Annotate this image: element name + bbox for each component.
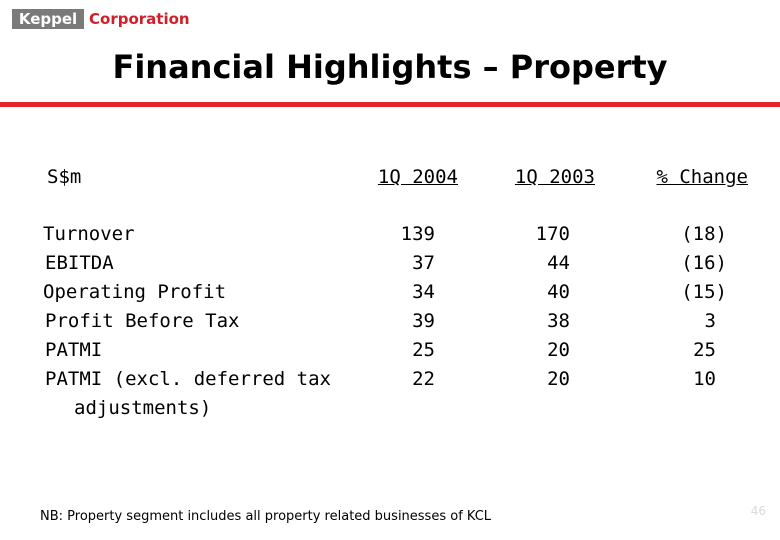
cell-1q2004: 37 bbox=[412, 252, 435, 274]
cell-1q2004: 22 bbox=[412, 368, 435, 390]
table-row: PATMI 25 20 25 bbox=[0, 336, 780, 365]
slide-title: Financial Highlights – Property bbox=[112, 48, 668, 86]
footnote: NB: Property segment includes all proper… bbox=[40, 509, 492, 524]
row-label: Profit Before Tax bbox=[45, 310, 240, 332]
cell-1q2003: 170 bbox=[535, 223, 570, 245]
row-label: EBITDA bbox=[45, 252, 114, 274]
cell-change: 25 bbox=[693, 339, 716, 361]
column-header-change: % Change bbox=[656, 166, 748, 188]
cell-change: 3 bbox=[704, 310, 716, 332]
cell-1q2003: 38 bbox=[547, 310, 570, 332]
table-row: Turnover 139 170 (18) bbox=[0, 220, 780, 249]
cell-1q2004: 34 bbox=[412, 281, 435, 303]
cell-1q2004: 25 bbox=[412, 339, 435, 361]
column-header-1q2003: 1Q 2003 bbox=[514, 166, 595, 188]
unit-label: S$m bbox=[47, 166, 82, 188]
logo-company: Corporation bbox=[89, 10, 190, 28]
cell-change: (16) bbox=[681, 252, 727, 274]
table-row: Operating Profit 34 40 (15) bbox=[0, 278, 780, 307]
cell-1q2003: 44 bbox=[547, 252, 570, 274]
cell-change: 10 bbox=[693, 368, 716, 390]
financial-table: Turnover 139 170 (18) EBITDA 37 44 (16) … bbox=[0, 220, 780, 423]
table-row: EBITDA 37 44 (16) bbox=[0, 249, 780, 278]
table-row: Profit Before Tax 39 38 3 bbox=[0, 307, 780, 336]
row-label: PATMI bbox=[45, 339, 103, 361]
title-divider bbox=[0, 102, 780, 107]
row-label: PATMI (excl. deferred tax adjustments) bbox=[45, 365, 331, 423]
cell-1q2003: 20 bbox=[547, 339, 570, 361]
row-label: Turnover bbox=[43, 223, 135, 245]
cell-change: (18) bbox=[681, 223, 727, 245]
page-number: 46 bbox=[750, 504, 766, 518]
row-label-line2: adjustments) bbox=[74, 397, 212, 419]
row-label-line1: PATMI (excl. deferred tax bbox=[45, 368, 331, 390]
column-header-1q2004: 1Q 2004 bbox=[377, 166, 458, 188]
cell-1q2003: 20 bbox=[547, 368, 570, 390]
cell-1q2004: 39 bbox=[412, 310, 435, 332]
logo-brand: Keppel bbox=[12, 9, 84, 29]
row-label: Operating Profit bbox=[43, 281, 227, 303]
cell-change: (15) bbox=[681, 281, 727, 303]
cell-1q2004: 139 bbox=[400, 223, 435, 245]
cell-1q2003: 40 bbox=[547, 281, 570, 303]
table-row: PATMI (excl. deferred tax adjustments) 2… bbox=[0, 365, 780, 423]
